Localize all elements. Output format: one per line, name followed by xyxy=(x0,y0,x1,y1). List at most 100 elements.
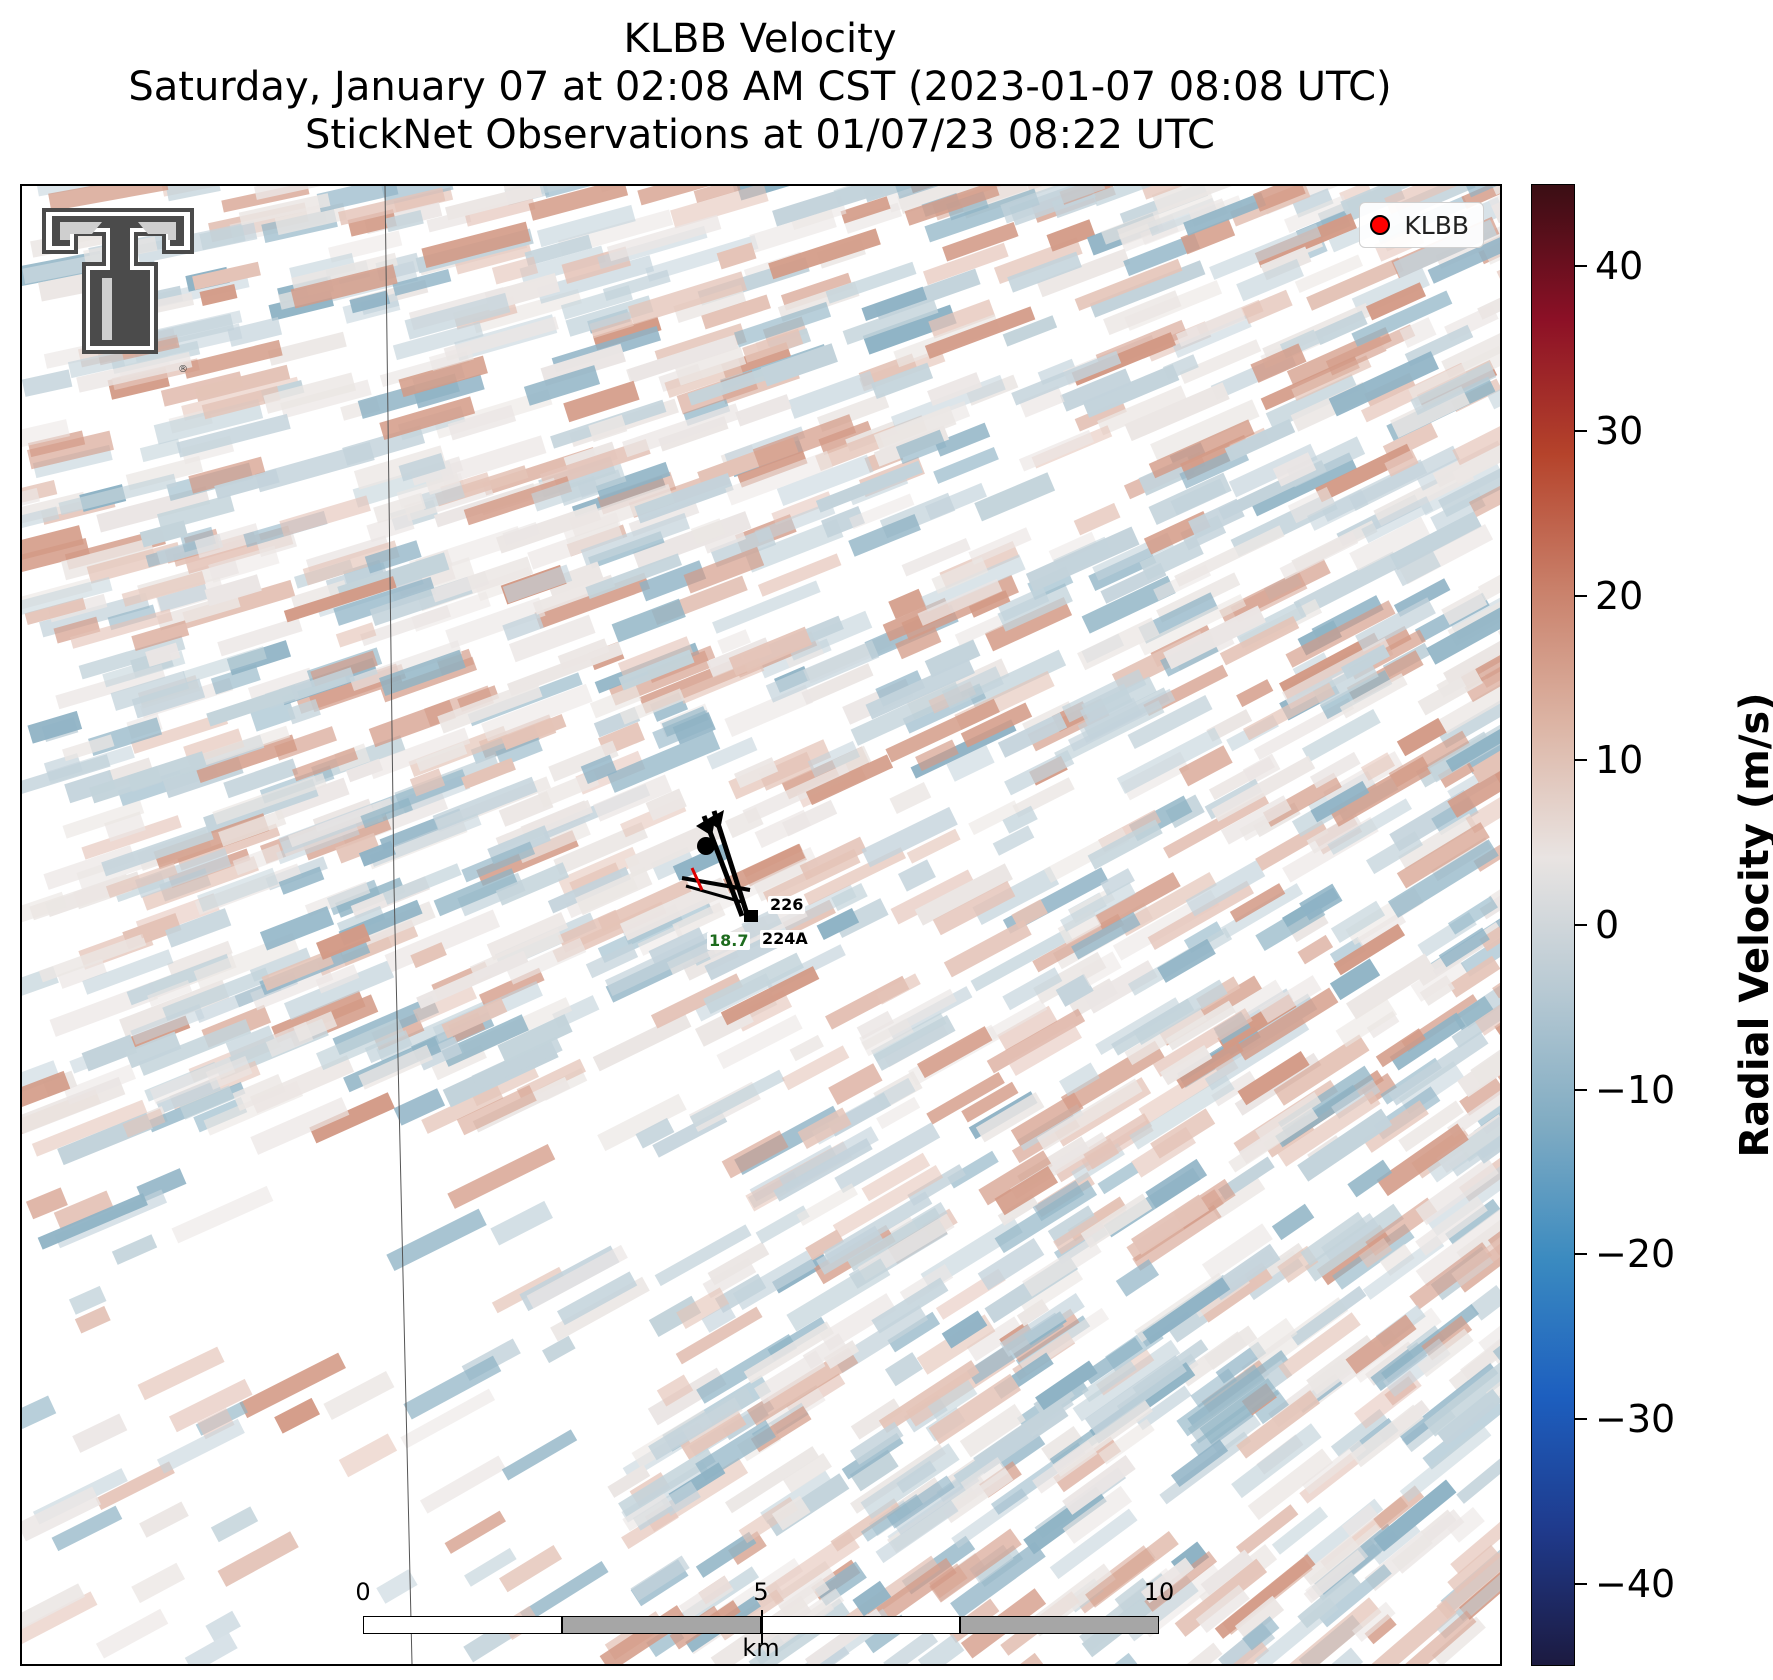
radar-gate xyxy=(1002,967,1063,1011)
texas-tech-logo-icon: ® xyxy=(42,208,194,375)
velocity-colorbar xyxy=(1531,184,1575,1666)
radar-gate xyxy=(975,1092,1045,1143)
radar-gate xyxy=(36,186,153,197)
radar-gate xyxy=(1364,1614,1397,1645)
radar-gate xyxy=(1361,496,1434,544)
radar-gate xyxy=(210,1506,259,1543)
radar-gate xyxy=(316,923,371,960)
radar-gate xyxy=(223,758,299,799)
radar-gate xyxy=(906,828,961,864)
radar-gate xyxy=(1022,1236,1102,1297)
radar-gate xyxy=(38,933,147,983)
radar-gate xyxy=(849,493,915,530)
radar-gate xyxy=(302,540,400,586)
radar-gate xyxy=(171,1185,274,1244)
radar-gate xyxy=(897,859,936,892)
sticknet-wind-barbs xyxy=(681,810,758,922)
radar-gate xyxy=(943,1468,1014,1524)
radar-gate xyxy=(1273,1034,1370,1106)
station-label-226[interactable]: 226 xyxy=(768,895,806,914)
radar-gate xyxy=(886,1475,955,1529)
radar-gate xyxy=(501,714,567,750)
radar-gate xyxy=(447,404,517,441)
radar-gate xyxy=(934,422,991,457)
radar-gate xyxy=(1053,1199,1128,1255)
radar-gate xyxy=(1081,575,1176,634)
radar-gate xyxy=(497,1014,573,1063)
radar-gate xyxy=(893,1469,980,1535)
radar-gate xyxy=(1098,1418,1155,1465)
radar-gate xyxy=(752,414,857,469)
radar-gate xyxy=(392,321,484,361)
radar-gate xyxy=(134,310,243,347)
radar-gate xyxy=(703,952,804,1014)
radar-gate xyxy=(1415,1196,1488,1256)
radar-gate xyxy=(1272,452,1317,487)
radar-gate xyxy=(461,841,536,883)
radar-gate xyxy=(1277,1090,1381,1167)
radar-gate xyxy=(648,1386,755,1461)
radar-gate xyxy=(347,209,397,237)
radar-gate xyxy=(1159,1044,1213,1086)
radar-gate xyxy=(508,614,596,663)
radar-gate xyxy=(1349,516,1430,571)
radar-gate xyxy=(703,527,746,554)
radar-gate xyxy=(316,186,399,213)
radar-gate xyxy=(656,1374,694,1407)
radar-gate xyxy=(758,751,815,791)
radar-gate xyxy=(1236,679,1274,708)
radar-gate xyxy=(1047,1205,1099,1247)
radar-gate xyxy=(1330,900,1386,944)
radar-gate xyxy=(585,553,683,600)
radar-gate xyxy=(978,1150,1053,1206)
scale-label-5: 5 xyxy=(753,1578,769,1606)
radar-gate xyxy=(287,698,321,725)
radar-gate xyxy=(701,294,771,330)
radar-gate xyxy=(37,1193,148,1250)
radar-gate xyxy=(917,1634,965,1664)
radar-gate xyxy=(786,1258,891,1332)
radar-gate xyxy=(1206,709,1253,742)
radar-gate xyxy=(261,950,334,991)
radar-gate xyxy=(1399,317,1437,349)
radar-gate xyxy=(885,698,1000,763)
radar-gate xyxy=(31,1099,148,1157)
radar-gate xyxy=(199,283,238,307)
radar-gate xyxy=(1320,670,1393,720)
radar-gate xyxy=(227,317,283,347)
radar-gate xyxy=(716,1014,803,1070)
radar-gate xyxy=(547,866,632,914)
radar-gate xyxy=(1459,1076,1500,1116)
radar-gate xyxy=(883,1629,939,1664)
radar-gate xyxy=(1441,589,1488,626)
radar-gate xyxy=(1016,1298,1050,1327)
radar-gate xyxy=(1393,549,1441,587)
radar-gate xyxy=(1465,186,1500,198)
colorbar-tick-label: 40 xyxy=(1595,244,1644,289)
radar-gate xyxy=(456,1084,537,1136)
station-label-224a[interactable]: 224A xyxy=(760,929,810,948)
radar-gate xyxy=(968,800,1021,836)
radar-gate xyxy=(825,261,917,304)
radar-gate xyxy=(926,1378,978,1421)
radar-gate xyxy=(1228,1107,1319,1173)
radar-gate xyxy=(1255,820,1329,872)
radar-map-panel[interactable]: 226 18.7 224A ® KLBB xyxy=(20,184,1502,1666)
radar-gate xyxy=(1436,1547,1500,1620)
radar-gate xyxy=(358,1044,434,1090)
radar-gate xyxy=(165,186,221,202)
radar-gate xyxy=(833,1305,929,1374)
radar-gate xyxy=(928,299,996,339)
radar-gate xyxy=(546,561,604,597)
radar-gate xyxy=(927,372,983,406)
radar-gate xyxy=(338,187,446,226)
radar-gate xyxy=(823,1340,860,1369)
radar-gate xyxy=(630,1555,690,1601)
radar-gate xyxy=(1159,1431,1252,1505)
radar-gate xyxy=(675,346,747,386)
radar-gate xyxy=(762,848,861,907)
radar-gate xyxy=(848,513,921,557)
radar-gate xyxy=(1097,1162,1139,1195)
radar-gate xyxy=(1329,756,1433,827)
radar-gate xyxy=(290,264,398,309)
